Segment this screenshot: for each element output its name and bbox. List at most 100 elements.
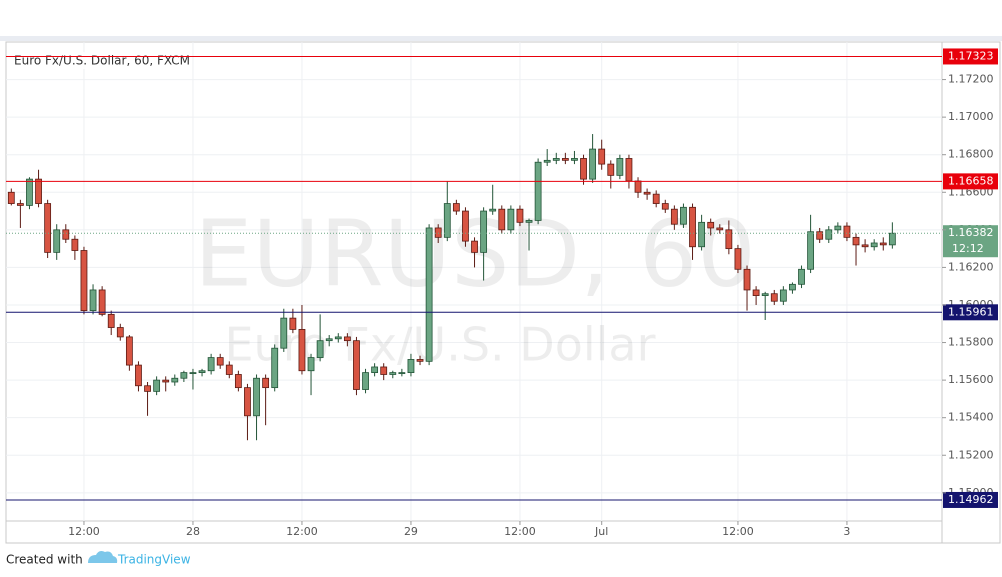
candle-body	[443, 203, 451, 238]
candle-body	[489, 208, 497, 212]
level-label: 1.14962	[948, 493, 994, 506]
candle-body	[380, 366, 388, 375]
level-label-bg	[943, 304, 998, 321]
x-tick-label: 12:00	[68, 525, 100, 538]
candle-body	[407, 359, 415, 374]
level-label-bg	[943, 48, 998, 65]
candle-body	[625, 158, 633, 182]
x-tick-label: Jul	[594, 525, 608, 538]
candle-body	[271, 347, 279, 389]
watermark-description: Euro Fx/U.S. Dollar	[224, 318, 655, 372]
y-tick-label: 1.17000	[948, 110, 994, 123]
x-tick-label: 28	[186, 525, 200, 538]
candle-body	[289, 317, 297, 330]
marks	[7, 134, 896, 441]
candle-body	[416, 359, 424, 362]
candle-body	[716, 227, 724, 231]
candle-body	[752, 289, 760, 296]
candle-body	[707, 221, 715, 229]
candle-body	[516, 208, 524, 223]
candle-body	[888, 232, 896, 246]
candle-body	[452, 203, 460, 212]
candle-body	[153, 379, 161, 392]
candle-body	[216, 357, 224, 366]
logo-icon	[88, 551, 118, 563]
candle-body	[561, 158, 569, 161]
candle-body	[207, 357, 215, 372]
pane	[5, 41, 943, 522]
candle-body	[171, 377, 179, 383]
x-tick-label: 12:00	[722, 525, 754, 538]
candle-body	[198, 370, 206, 374]
candle-body	[598, 148, 606, 165]
candle-body	[825, 229, 833, 240]
candle-body	[471, 240, 478, 253]
candle-body	[80, 250, 88, 312]
candle-body	[834, 225, 842, 231]
candle-body	[98, 289, 106, 315]
candle-body	[498, 208, 506, 231]
candle-body	[62, 229, 70, 240]
candle-body	[316, 340, 324, 358]
candle-body	[525, 220, 533, 223]
level-label: 1.16658	[948, 174, 994, 187]
candle-body	[234, 374, 242, 389]
last-price-bg	[943, 225, 998, 258]
candle-body	[189, 372, 197, 375]
level-label: 1.17323	[948, 49, 994, 62]
candle-body	[607, 163, 615, 176]
candle-body	[307, 357, 315, 372]
candle-body	[53, 229, 61, 253]
candle-body	[879, 242, 887, 246]
candle-body	[552, 158, 560, 161]
candle-body	[225, 364, 233, 375]
y-tick-label: 1.15400	[948, 411, 994, 424]
x-tick-label: 29	[404, 525, 418, 538]
candle-body	[262, 377, 270, 389]
candle-body	[652, 193, 660, 204]
y-tick-label: 1.17200	[948, 73, 994, 86]
candle-body	[135, 364, 142, 387]
candle-body	[789, 283, 796, 291]
candle-body	[280, 317, 288, 349]
y-tick-label: 1.16200	[948, 260, 994, 273]
last-price-label: 1.16382	[948, 226, 994, 239]
chart-title: Euro Fx/U.S. Dollar, 60, FXCM	[14, 54, 190, 68]
level-label: 1.15961	[948, 305, 994, 318]
x-tick-label: 3	[843, 525, 850, 538]
candle-body	[398, 372, 406, 375]
y-tick-label: 1.15600	[948, 373, 994, 386]
footer-brand[interactable]: TradingView	[117, 553, 191, 567]
candle-body	[861, 244, 869, 248]
candle-body	[680, 206, 687, 225]
candle-body	[125, 336, 133, 366]
time-axis	[5, 520, 943, 544]
candle-body	[462, 210, 469, 242]
candle-body	[244, 387, 251, 417]
y-tick-label: 1.15800	[948, 336, 994, 349]
candle-body	[661, 203, 669, 210]
level-label-bg	[943, 491, 998, 508]
logo	[88, 551, 118, 563]
candle-body	[543, 159, 551, 163]
top-border	[0, 36, 1002, 41]
candle-body	[580, 158, 587, 180]
candle-body	[180, 372, 188, 379]
candle-body	[571, 158, 578, 161]
candle-body	[798, 268, 805, 285]
candle-body	[616, 158, 624, 176]
candle-body	[734, 248, 742, 270]
candle-body	[26, 178, 33, 206]
candle-body	[144, 385, 151, 392]
x-tick-label: 12:00	[286, 525, 318, 538]
candle-body	[44, 203, 52, 253]
candle-body	[589, 148, 597, 180]
candle-body	[434, 227, 442, 238]
candle-body	[670, 208, 678, 225]
y-tick-label: 1.15200	[948, 448, 994, 461]
candle-body	[807, 231, 815, 270]
price-axis	[941, 41, 1001, 544]
candle-body	[334, 336, 342, 340]
